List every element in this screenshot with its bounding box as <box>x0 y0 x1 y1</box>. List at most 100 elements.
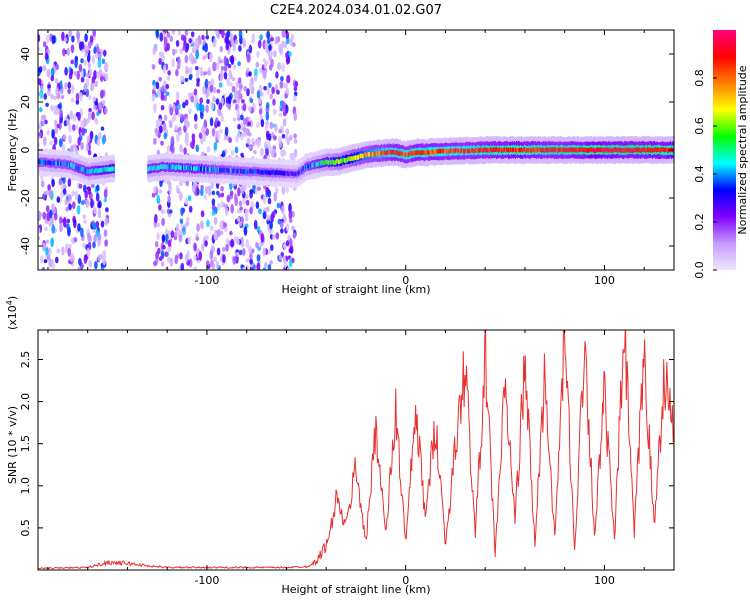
ridge-mark <box>230 168 233 174</box>
noise-blob <box>161 234 166 243</box>
snr-x-axis-title: Height of straight line (km) <box>281 583 430 596</box>
noise-blob <box>77 137 81 146</box>
noise-blob <box>158 57 162 65</box>
ridge-mark <box>473 148 475 154</box>
ridge-mark <box>195 166 197 172</box>
noise-blob <box>89 35 94 43</box>
noise-blob <box>184 254 189 263</box>
ridge-mark <box>215 167 218 173</box>
ridge-mark <box>495 147 497 152</box>
ridge-mark <box>332 159 334 165</box>
noise-blob <box>151 93 156 102</box>
noise-blob <box>80 200 85 206</box>
ridge-mark <box>667 148 669 153</box>
noise-blob <box>238 30 243 40</box>
ridge-mark <box>262 170 264 175</box>
ridge-mark <box>615 147 617 152</box>
noise-blob <box>162 122 167 131</box>
ridge-mark <box>553 146 556 152</box>
ridge-mark <box>109 167 111 172</box>
noise-blob <box>185 65 189 72</box>
ridge-mark <box>435 150 437 155</box>
ridge-mark <box>301 168 303 174</box>
noise-blob <box>70 84 75 94</box>
ridge-mark <box>255 168 257 174</box>
ridge-mark <box>58 161 61 167</box>
noise-blob <box>211 127 216 137</box>
ridge-mark <box>278 170 280 175</box>
noise-blob <box>207 66 212 77</box>
noise-blob <box>193 254 197 261</box>
noise-blob <box>240 132 244 141</box>
ridge-mark <box>555 147 558 152</box>
noise-blob <box>236 108 240 119</box>
colorbar-ticks: 0.0 0.2 0.4 0.6 0.8 <box>693 69 717 279</box>
noise-blob <box>180 113 184 122</box>
ridge-mark <box>157 165 159 170</box>
ridge-mark <box>186 165 188 170</box>
ridge-mark <box>44 159 46 165</box>
noise-blob <box>47 89 51 97</box>
noise-blob <box>259 34 263 41</box>
noise-blob <box>221 30 225 39</box>
noise-blob <box>67 227 71 237</box>
noise-blob <box>50 104 54 112</box>
noise-blob <box>45 102 49 107</box>
ridge-mark <box>476 147 478 153</box>
ridge-mark <box>654 147 656 153</box>
noise-blob <box>96 138 101 147</box>
ridge-mark <box>196 165 198 171</box>
noise-blob <box>220 201 224 208</box>
noise-blob <box>103 198 108 203</box>
ridge-mark <box>631 148 633 153</box>
ridge-mark <box>595 148 597 153</box>
noise-blob <box>209 117 214 127</box>
ridge-mark <box>188 165 190 170</box>
ridge-mark <box>266 170 268 176</box>
noise-blob <box>55 256 59 264</box>
ridge-mark <box>666 147 668 153</box>
noise-blob <box>92 222 97 229</box>
ridge-mark <box>359 154 361 159</box>
noise-blob <box>291 225 295 231</box>
ridge-mark <box>218 168 221 173</box>
noise-blob <box>194 123 198 130</box>
noise-blob <box>179 180 183 187</box>
noise-blob <box>215 260 220 269</box>
noise-blob <box>170 136 175 144</box>
ridge-mark <box>295 171 297 177</box>
noise-blob <box>236 131 241 139</box>
ridge-mark <box>317 162 319 167</box>
ridge-mark <box>454 148 456 154</box>
noise-blob <box>263 61 268 70</box>
noise-blob <box>194 37 199 47</box>
ridge-mark <box>223 167 226 173</box>
ridge-mark <box>279 170 281 176</box>
noise-blob <box>269 49 274 58</box>
noise-blob <box>42 211 46 220</box>
noise-blob <box>279 220 284 229</box>
noise-blob <box>188 205 193 213</box>
ridge-mark <box>543 148 546 153</box>
noise-blob <box>238 81 243 92</box>
noise-blob <box>85 78 90 87</box>
ridge-mark <box>398 151 401 156</box>
noise-blob <box>205 234 209 240</box>
ridge-mark <box>649 147 651 153</box>
ridge-mark <box>237 168 240 174</box>
noise-blob <box>193 88 198 96</box>
ridge-mark <box>69 162 72 167</box>
noise-blob <box>223 226 228 232</box>
ridge-mark <box>607 147 609 152</box>
ridge-mark <box>96 168 98 174</box>
noise-blob <box>85 143 89 152</box>
ridge-mark <box>433 150 435 155</box>
noise-blob <box>65 206 69 212</box>
noise-blob <box>230 38 235 47</box>
ridge-mark <box>112 166 114 172</box>
noise-blob <box>68 203 72 211</box>
ridge-mark <box>106 167 108 173</box>
noise-blob <box>56 248 61 254</box>
noise-blob <box>227 63 232 69</box>
